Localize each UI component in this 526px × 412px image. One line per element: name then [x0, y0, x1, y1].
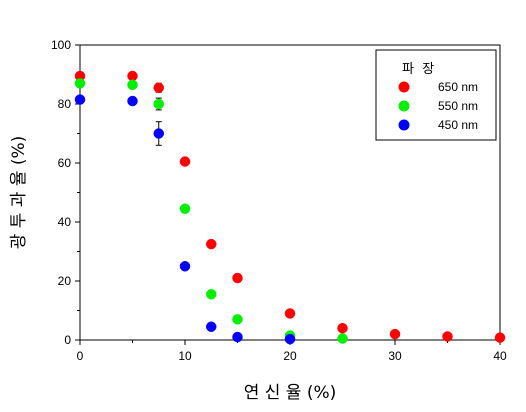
y-tick-label: 100: [51, 38, 71, 52]
legend-marker: [398, 81, 410, 93]
y-tick-label: 40: [58, 215, 72, 229]
legend-label: 650 nm: [438, 80, 478, 94]
data-point: [206, 289, 217, 300]
data-point: [127, 79, 138, 91]
data-point: [442, 331, 453, 342]
x-axis-title: 연 신 율 (%): [244, 383, 337, 403]
data-point: [232, 272, 243, 284]
y-tick-label: 20: [58, 274, 72, 288]
data-point: [153, 98, 164, 110]
y-tick-label: 80: [58, 97, 72, 111]
data-point: [206, 238, 217, 250]
x-tick-label: 10: [178, 349, 192, 363]
data-point: [232, 314, 243, 325]
data-points: [74, 70, 506, 345]
x-tick-label: 40: [493, 349, 507, 363]
data-point: [153, 82, 164, 94]
data-point: [153, 128, 164, 139]
x-tick-label: 0: [77, 349, 84, 363]
x-tick-label: 20: [283, 349, 297, 363]
legend-label: 550 nm: [438, 99, 478, 113]
data-point: [284, 308, 296, 319]
data-point: [337, 333, 348, 344]
legend-marker: [398, 119, 410, 131]
y-tick-label: 60: [58, 156, 72, 170]
data-point: [337, 322, 348, 334]
legend-label: 450 nm: [438, 118, 478, 132]
data-point: [494, 332, 506, 343]
data-point: [127, 70, 138, 82]
data-point: [284, 333, 296, 345]
data-point: [74, 78, 86, 89]
data-point: [179, 156, 191, 167]
legend-marker: [398, 100, 410, 112]
y-tick-label: 0: [64, 333, 71, 347]
data-point: [74, 94, 86, 105]
data-point: [206, 321, 217, 332]
data-point: [232, 331, 243, 343]
legend: 파 장 650 nm 550 nm 450 nm: [375, 49, 497, 141]
x-tick-label: 30: [388, 349, 402, 363]
legend-box: [375, 49, 497, 141]
data-point: [179, 261, 191, 272]
legend-title: 파 장: [402, 62, 434, 77]
axis-ticks: 0 10 20 30 40 0 20 40 60 80 100: [51, 38, 507, 363]
data-point: [127, 95, 138, 107]
data-point: [179, 203, 191, 214]
y-axis-title: 광 투 과 율 (%): [9, 136, 29, 250]
data-point: [389, 328, 401, 340]
